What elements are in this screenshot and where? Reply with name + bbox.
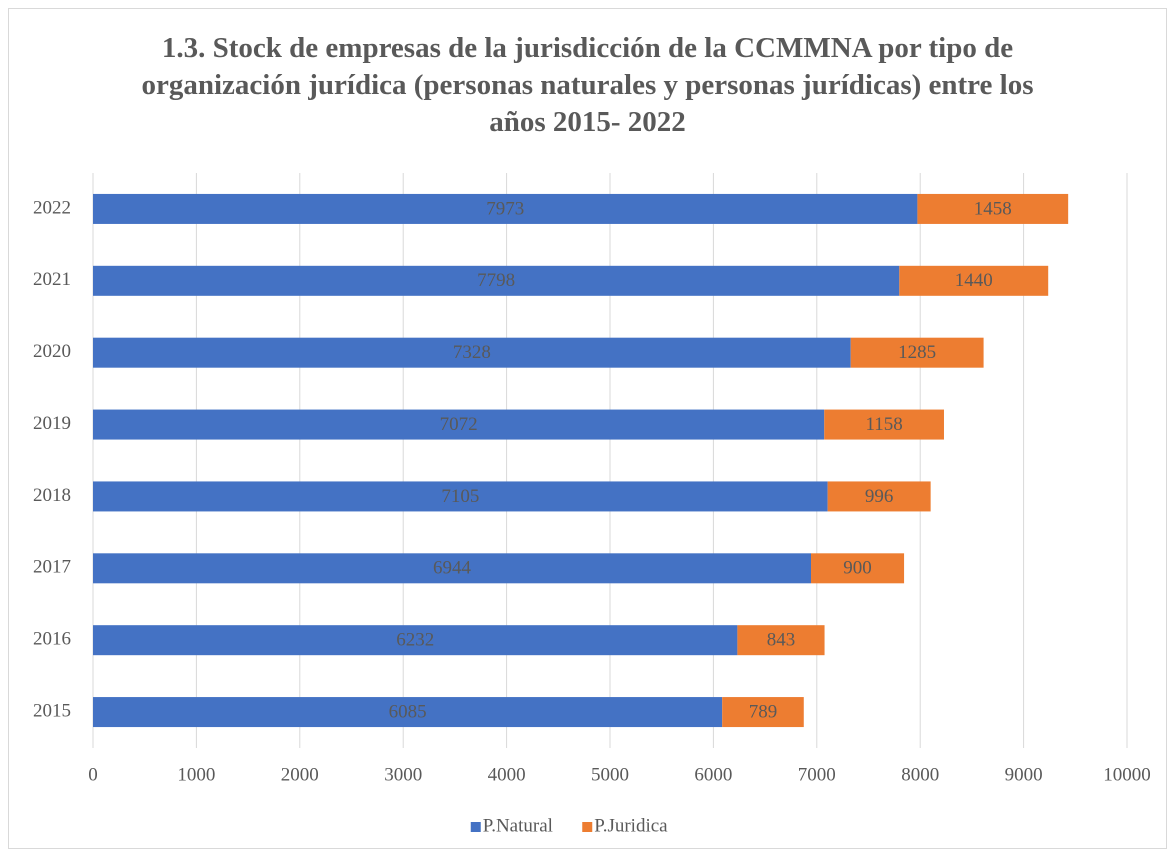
bar-segment <box>93 409 825 440</box>
data-label: 1285 <box>898 342 936 363</box>
y-tick-label: 2022 <box>33 197 71 218</box>
legend-swatch <box>582 822 593 832</box>
data-label: 7072 <box>440 414 478 435</box>
bar-segment <box>93 481 828 512</box>
bar-segment <box>93 193 918 224</box>
x-tick-label: 2000 <box>281 764 319 785</box>
bar-segment <box>827 481 931 512</box>
y-tick-label: 2017 <box>33 557 71 578</box>
data-label: 6232 <box>396 630 434 651</box>
legend-swatch <box>470 822 481 832</box>
bar-segment <box>737 625 825 656</box>
chart-title: 1.3. Stock de empresas de la jurisdicció… <box>141 32 1034 138</box>
x-tick-label: 0 <box>88 764 98 785</box>
legend-label: P.Natural <box>483 815 553 836</box>
data-label: 7328 <box>453 342 491 363</box>
bar-segment <box>93 625 738 656</box>
data-label: 6944 <box>433 558 472 579</box>
x-tick-label: 6000 <box>694 764 732 785</box>
bar-segment <box>93 337 851 368</box>
bar-segment <box>899 265 1049 296</box>
data-label: 7105 <box>441 486 479 507</box>
bar-segment <box>917 193 1069 224</box>
bar-segment <box>850 337 984 368</box>
data-label: 7973 <box>486 198 524 219</box>
y-tick-label: 2018 <box>33 485 71 506</box>
data-label: 1440 <box>955 270 993 291</box>
bar-segment <box>722 697 804 728</box>
x-tick-label: 7000 <box>798 764 836 785</box>
bar-segment <box>93 265 900 296</box>
bar-segment <box>93 697 723 728</box>
data-label: 900 <box>843 558 872 579</box>
x-tick-label: 10000 <box>1103 764 1151 785</box>
data-label: 1458 <box>974 198 1012 219</box>
data-label: 843 <box>767 630 796 651</box>
x-tick-label: 5000 <box>591 764 629 785</box>
data-label: 996 <box>865 486 894 507</box>
data-label: 7798 <box>477 270 515 291</box>
y-tick-label: 2019 <box>33 413 71 434</box>
y-tick-label: 2015 <box>33 700 71 721</box>
y-tick-label: 2020 <box>33 341 71 362</box>
x-tick-label: 4000 <box>488 764 526 785</box>
data-label: 1158 <box>865 414 902 435</box>
x-tick-label: 8000 <box>901 764 939 785</box>
bar-segment <box>824 409 944 440</box>
y-tick-label: 2021 <box>33 269 71 290</box>
legend-label: P.Juridica <box>594 815 668 836</box>
bar-segment <box>93 553 812 584</box>
chart-border <box>8 8 1167 849</box>
data-label: 789 <box>749 701 778 722</box>
x-tick-label: 3000 <box>384 764 422 785</box>
bar-segment <box>811 553 905 584</box>
x-tick-label: 1000 <box>177 764 215 785</box>
y-tick-label: 2016 <box>33 629 71 650</box>
data-label: 6085 <box>389 701 427 722</box>
x-tick-label: 9000 <box>1005 764 1043 785</box>
